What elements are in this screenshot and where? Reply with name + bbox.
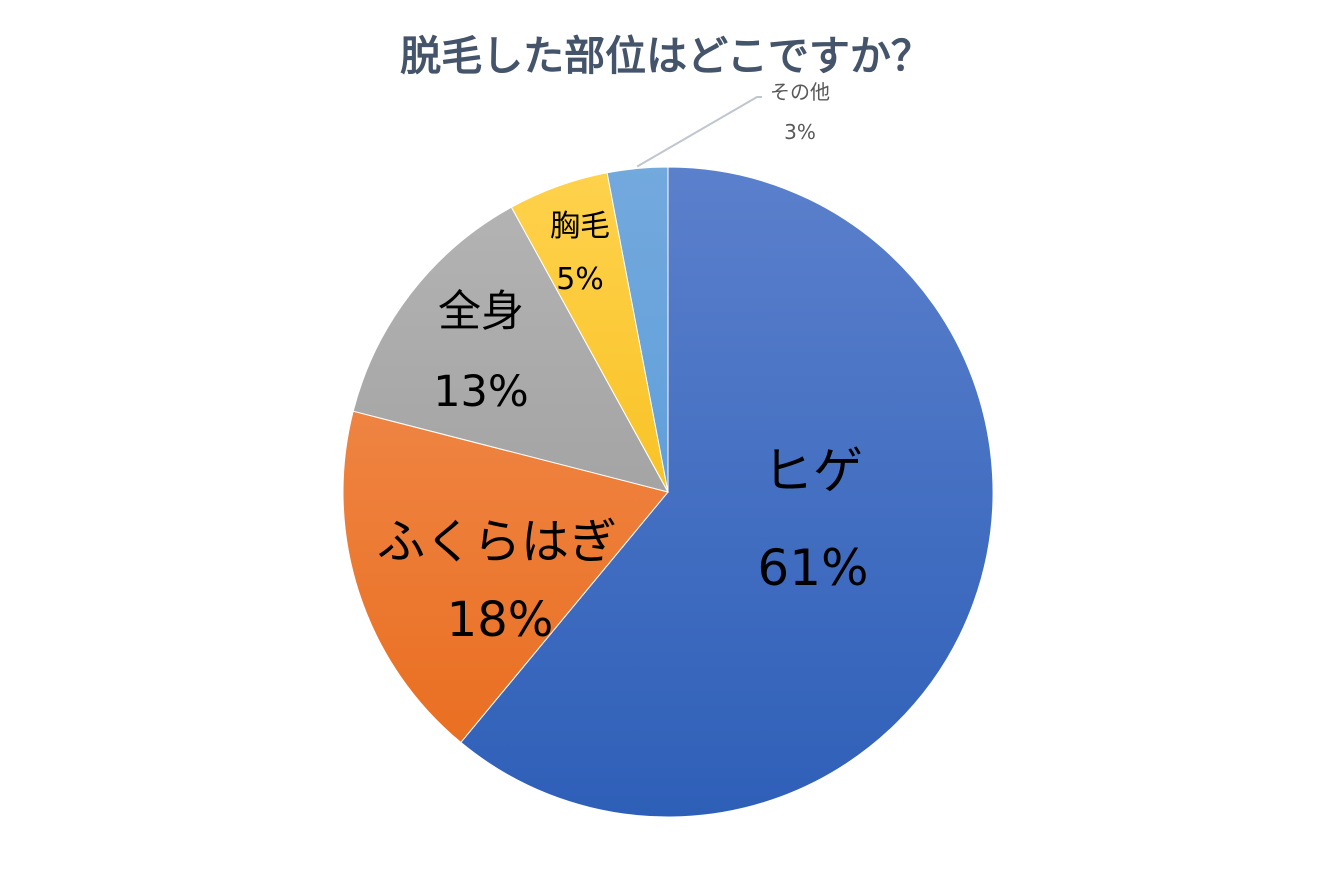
pie-labels: ヒゲ 61% ふくらはぎ 18% 全身 13% 胸毛 5% その他 3%: [377, 80, 869, 648]
category-label: その他: [770, 80, 830, 104]
slice-zenshin: [352, 206, 669, 493]
slice-sonota: [606, 166, 669, 493]
category-label: ふくらはぎ: [377, 514, 617, 570]
category-label: 全身: [438, 287, 524, 337]
pie-slices: [342, 166, 994, 818]
chart-title: 脱毛した部位はどこですか？: [400, 32, 932, 80]
value-label: 18%: [447, 592, 554, 648]
value-label: 3%: [784, 120, 816, 144]
category-label: 胸毛: [550, 209, 610, 244]
slice-hige: [460, 166, 994, 818]
slice-fukurahagi: [342, 410, 669, 744]
leader-line: [636, 96, 762, 168]
value-label: 13%: [433, 367, 529, 417]
value-label: 61%: [757, 539, 868, 597]
category-label: ヒゲ: [763, 442, 863, 500]
value-label: 5%: [556, 262, 604, 297]
